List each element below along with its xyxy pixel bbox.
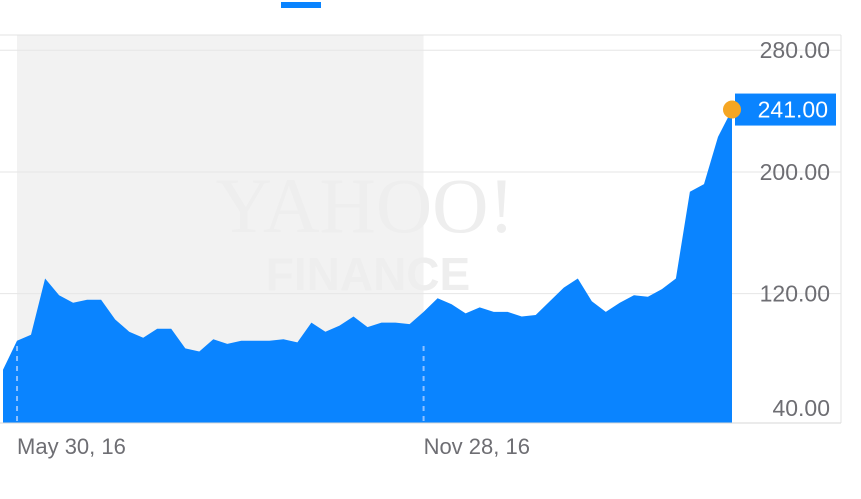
y-tick-label-1: 200.00 [760,159,830,185]
current-price-group: 241.00 [723,93,836,126]
yahoo-finance-watermark: YAHOO! FINANCE [216,162,515,300]
x-tick-labels: May 30, 16 Nov 28, 16 [17,434,530,459]
series-layer [3,109,732,423]
y-tick-labels: 280.00 200.00 120.00 40.00 [760,37,830,421]
x-tick-label-0: May 30, 16 [17,434,126,459]
y-tick-label-3: 40.00 [772,395,830,421]
watermark-line-2: FINANCE [266,248,470,300]
current-price-marker [723,100,741,119]
active-range-tab-indicator[interactable] [281,2,321,8]
current-price-label: 241.00 [758,97,828,123]
x-tick-markers [16,346,425,423]
x-tick-label-1: Nov 28, 16 [424,434,530,459]
watermark-line-1: YAHOO! [216,162,515,249]
price-area-series [3,109,732,423]
current-price-badge [735,93,836,126]
y-tick-label-0: 280.00 [760,37,830,63]
y-tick-label-2: 120.00 [760,281,830,307]
